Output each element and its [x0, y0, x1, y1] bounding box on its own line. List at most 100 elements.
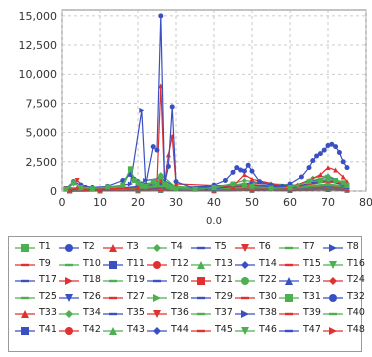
- legend-label: T30: [259, 290, 277, 302]
- data-point: [333, 167, 339, 173]
- data-point: [241, 177, 247, 183]
- legend-marker: [65, 293, 73, 302]
- legend-item-t1: T1: [13, 240, 57, 256]
- legend-label: T10: [83, 257, 101, 269]
- data-point: [89, 186, 95, 192]
- legend-item-t4: T4: [145, 240, 189, 256]
- data-point: [298, 174, 304, 180]
- legend-swatch: [59, 277, 79, 285]
- legend-item-t48: T48: [321, 323, 365, 339]
- legend-swatch: [279, 312, 299, 316]
- legend-label: T41: [39, 323, 57, 335]
- legend-swatch: [15, 296, 35, 299]
- legend-marker: [197, 260, 205, 269]
- legend-marker: [329, 293, 337, 302]
- data-point: [287, 184, 293, 190]
- legend-swatch: [147, 244, 167, 252]
- y-tick-label: 15,000: [19, 10, 58, 23]
- data-point: [74, 177, 80, 183]
- y-tick-label: 12,500: [19, 39, 58, 52]
- data-point: [158, 182, 164, 186]
- legend-marker: [21, 296, 29, 299]
- legend-item-t39: T39: [277, 306, 321, 322]
- legend-label: T35: [127, 307, 145, 318]
- legend-swatch: [103, 279, 123, 283]
- data-point: [154, 147, 160, 153]
- x-tick-label: 50: [245, 196, 259, 209]
- legend-label: T7: [303, 241, 315, 252]
- legend-item-t23: T23: [277, 273, 321, 289]
- legend-marker: [197, 296, 205, 299]
- legend-swatch: [103, 312, 123, 316]
- legend-item-t17: T17: [13, 273, 57, 289]
- data-point: [333, 177, 339, 183]
- data-point: [70, 180, 76, 186]
- legend-label: T19: [127, 274, 145, 285]
- legend-swatch: [191, 312, 211, 316]
- legend-item-t20: T20: [145, 273, 189, 289]
- legend-label: T3: [127, 241, 139, 252]
- data-point: [173, 186, 179, 192]
- legend-label: T44: [171, 323, 189, 335]
- legend-item-t42: T42: [57, 323, 101, 339]
- legend-marker: [329, 277, 337, 285]
- data-point: [82, 186, 88, 192]
- legend-marker: [109, 260, 117, 269]
- y-tick-label: 2,500: [26, 156, 58, 169]
- legend-item-t14: T14: [233, 257, 277, 273]
- data-point: [162, 181, 168, 187]
- legend-swatch: [59, 293, 79, 302]
- legend-item-t35: T35: [101, 306, 145, 322]
- legend-marker: [21, 279, 29, 283]
- data-point: [165, 163, 171, 169]
- legend-swatch: [103, 260, 123, 269]
- data-point: [317, 172, 323, 178]
- data-point: [97, 186, 103, 192]
- legend-swatch: [59, 244, 79, 252]
- legend-marker: [329, 326, 337, 335]
- legend-marker: [241, 310, 249, 318]
- legend-marker: [65, 263, 73, 266]
- data-point: [127, 166, 133, 172]
- legend-item-t31: T31: [277, 290, 321, 306]
- data-point: [143, 183, 149, 189]
- legend-label: T13: [215, 257, 233, 269]
- y-tick-label: 0: [50, 185, 57, 198]
- data-point: [192, 186, 198, 192]
- legend-marker: [285, 293, 293, 302]
- legend-item-t25: T25: [13, 290, 57, 306]
- legend-label: T47: [303, 323, 321, 335]
- legend-label: T32: [347, 290, 365, 302]
- legend-label: T25: [39, 290, 57, 302]
- data-point: [143, 177, 149, 183]
- legend-marker: [329, 244, 337, 252]
- legend-marker: [21, 263, 29, 266]
- legend-swatch: [323, 312, 343, 316]
- legend-marker: [285, 312, 293, 316]
- legend-marker: [197, 329, 205, 332]
- legend-marker: [241, 326, 249, 335]
- x-tick-label: 10: [93, 196, 107, 209]
- legend-label: T38: [259, 307, 277, 318]
- data-point: [238, 167, 244, 173]
- legend-swatch: [103, 296, 123, 299]
- data-point: [139, 107, 145, 113]
- legend-swatch: [323, 260, 343, 269]
- legend-item-t37: T37: [189, 306, 233, 322]
- data-point: [340, 180, 346, 186]
- data-point: [150, 179, 156, 185]
- legend-swatch: [235, 244, 255, 252]
- legend-item-t24: T24: [321, 273, 365, 289]
- legend-swatch: [59, 326, 79, 335]
- legend-marker: [285, 263, 293, 266]
- legend: T1 T2 T3 T4 T5 T6 T7 T8 T9 T10 T11 T12 T13 T14 T15 T16 T…: [8, 236, 365, 352]
- legend-label: T4: [171, 241, 183, 252]
- legend-label: T1: [39, 241, 51, 252]
- data-point: [321, 147, 327, 153]
- legend-swatch: [191, 329, 211, 332]
- legend-marker: [109, 279, 117, 283]
- x-axis-title: 0.0: [206, 216, 222, 227]
- data-point: [249, 183, 255, 189]
- legend-swatch: [323, 244, 343, 252]
- legend-item-t30: T30: [233, 290, 277, 306]
